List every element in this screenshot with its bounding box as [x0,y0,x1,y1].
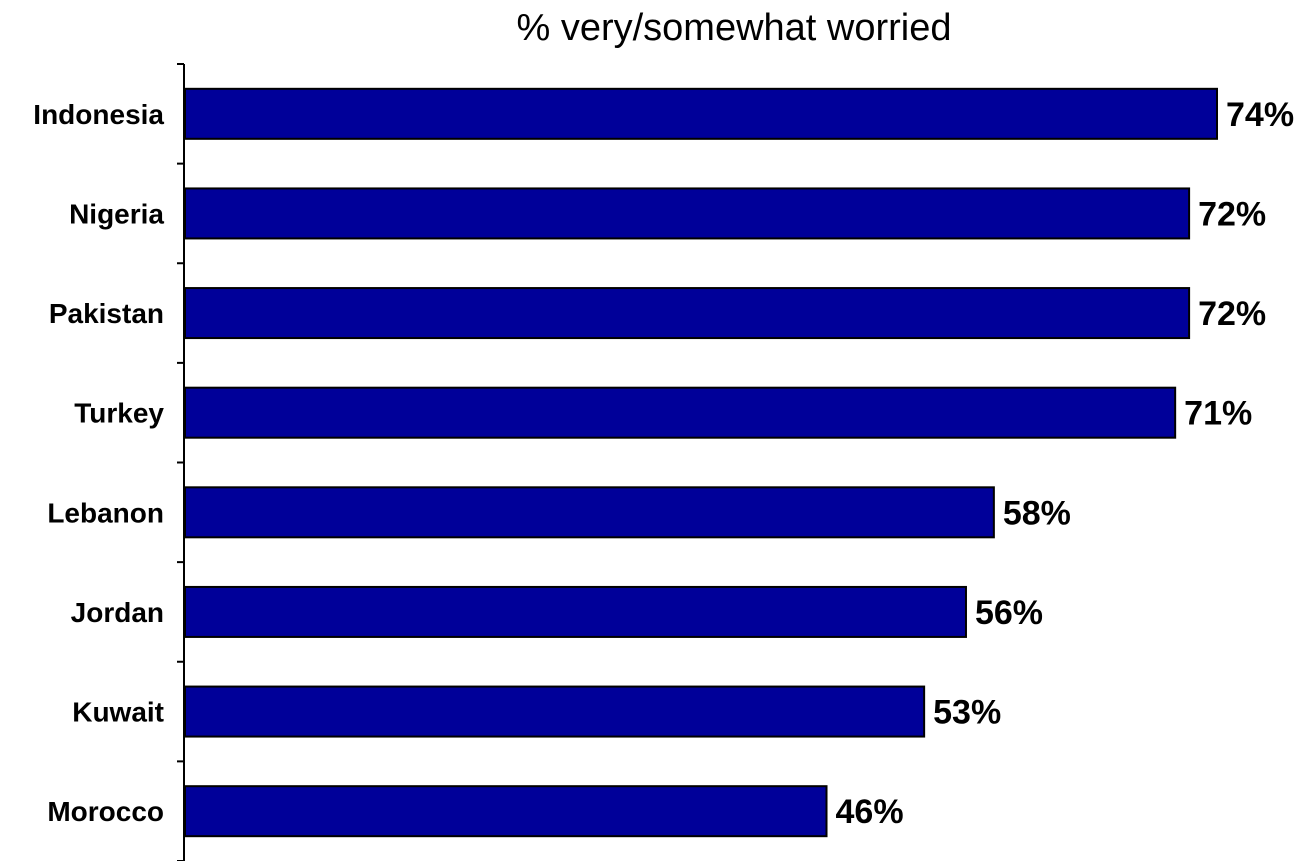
bar-kuwait [184,685,926,738]
bar-pakistan [184,287,1191,340]
bar-indonesia [184,87,1218,140]
value-label: 71% [1184,395,1252,433]
value-label: 56% [975,594,1043,632]
bars-group [184,87,1218,838]
bar-nigeria [184,187,1191,240]
value-label: 72% [1198,295,1266,333]
category-label: Kuwait [72,697,164,728]
category-labels: Indonesia Nigeria Pakistan Turkey Lebanon Jor… [33,99,164,827]
category-label: Pakistan [49,298,164,329]
value-labels: 74% 72% 72% 71% 58% 56% 53% 46% [836,96,1295,831]
category-axis [177,63,185,861]
value-label: 53% [933,694,1001,732]
category-label: Morocco [47,796,164,827]
value-label: 72% [1198,195,1266,233]
value-label: 46% [836,793,904,831]
category-label: Turkey [74,398,164,429]
category-label: Lebanon [47,497,164,528]
value-label: 74% [1226,96,1294,134]
bar-morocco [184,785,828,838]
chart-title: % very/somewhat worried [516,7,951,49]
bar-jordan [184,585,967,638]
category-label: Nigeria [69,198,164,229]
category-label: Indonesia [33,99,164,130]
category-label: Jordan [71,597,164,628]
bar-turkey [184,386,1177,439]
value-label: 58% [1003,494,1071,532]
bar-lebanon [184,486,995,539]
